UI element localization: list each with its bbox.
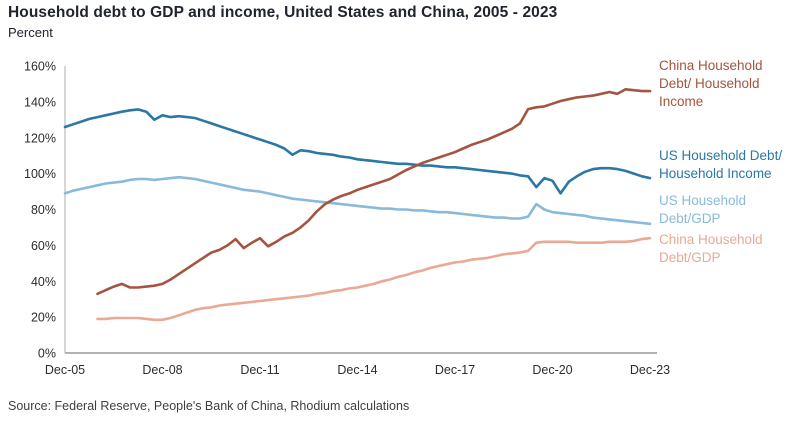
chart-title: Household debt to GDP and income, United… — [8, 4, 558, 21]
series-label-us-debt-income: US Household Debt/ Household Income — [659, 148, 783, 181]
y-axis-tick-label: 80% — [31, 203, 56, 217]
chart-subtitle: Percent — [8, 25, 53, 40]
y-axis-tick-label: 140% — [24, 95, 56, 109]
x-axis-tick-label: Dec-05 — [45, 363, 85, 377]
series-line-china-debt-gdp — [96, 236, 652, 322]
x-axis-tick-label: Dec-08 — [142, 363, 182, 377]
series-label-china-debt-income: China Household Debt/ Household Income — [659, 58, 763, 109]
series-line-china-debt-income — [96, 88, 652, 296]
line-chart-plot: 0% 20% 40% 60% 80% 100% 120% 140% 160% Dec-05 Dec-… — [24, 60, 670, 378]
y-axis-tick-label: 60% — [31, 239, 56, 253]
x-axis-tick-label: Dec-14 — [337, 363, 377, 377]
x-axis-tick-label: Dec-23 — [630, 363, 670, 377]
x-axis-tick-label: Dec-17 — [435, 363, 475, 377]
series-label-us-debt-gdp: US Household Debt/GDP — [659, 193, 747, 226]
y-axis-tick-label: 100% — [24, 167, 56, 181]
y-axis-tick-label: 40% — [31, 275, 56, 289]
x-axis-tick-label: Dec-20 — [532, 363, 572, 377]
x-axis-tick-label: Dec-11 — [240, 363, 279, 377]
series-line-us-debt-gdp — [63, 175, 652, 226]
y-axis-tick-label: 20% — [31, 311, 56, 325]
y-axis-tick-label: 160% — [24, 60, 56, 74]
y-axis-tick-label: 0% — [38, 347, 56, 361]
y-axis-tick-label: 120% — [24, 131, 56, 145]
source-note: Source: Federal Reserve, People's Bank o… — [8, 399, 410, 413]
series-line-us-debt-income — [63, 108, 652, 195]
series-label-china-debt-gdp: China Household Debt/GDP — [659, 232, 763, 265]
